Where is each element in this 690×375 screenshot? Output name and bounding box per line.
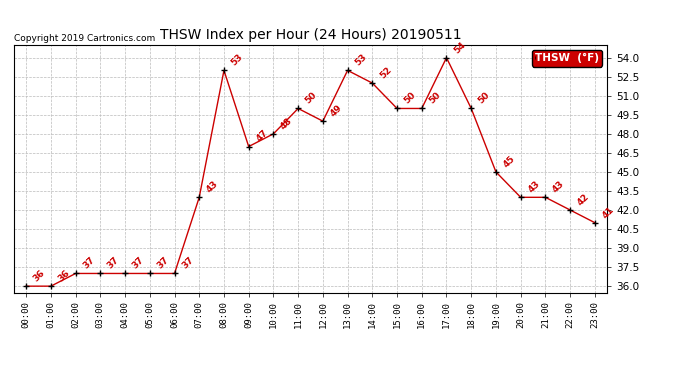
Text: 45: 45 [502, 154, 517, 169]
Text: 43: 43 [526, 179, 542, 195]
Text: 43: 43 [205, 179, 220, 195]
Text: 54: 54 [452, 40, 467, 55]
Text: 53: 53 [230, 53, 245, 68]
Text: 37: 37 [130, 255, 146, 271]
Text: 41: 41 [600, 205, 615, 220]
Text: 50: 50 [304, 91, 319, 106]
Text: 37: 37 [106, 255, 121, 271]
Text: 43: 43 [551, 179, 566, 195]
Text: 52: 52 [378, 65, 393, 80]
Legend: THSW  (°F): THSW (°F) [532, 50, 602, 66]
Text: 37: 37 [155, 255, 170, 271]
Text: 50: 50 [427, 91, 442, 106]
Text: 50: 50 [477, 91, 492, 106]
Text: 36: 36 [32, 268, 47, 284]
Text: 37: 37 [81, 255, 97, 271]
Text: 53: 53 [353, 53, 368, 68]
Text: 37: 37 [180, 255, 195, 271]
Text: 42: 42 [575, 192, 591, 207]
Title: THSW Index per Hour (24 Hours) 20190511: THSW Index per Hour (24 Hours) 20190511 [159, 28, 462, 42]
Text: 47: 47 [254, 128, 270, 144]
Text: 36: 36 [57, 268, 72, 284]
Text: 48: 48 [279, 116, 294, 131]
Text: 49: 49 [328, 103, 344, 118]
Text: 50: 50 [402, 91, 417, 106]
Text: Copyright 2019 Cartronics.com: Copyright 2019 Cartronics.com [14, 33, 155, 42]
